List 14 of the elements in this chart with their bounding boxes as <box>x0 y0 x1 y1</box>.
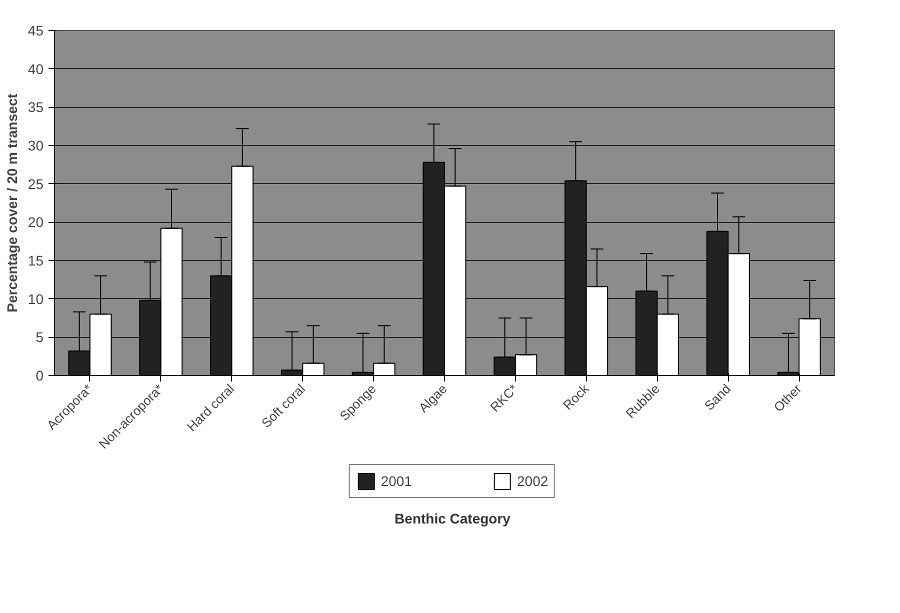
y-tick-label: 15 <box>28 252 44 268</box>
y-tick-label: 35 <box>28 99 44 116</box>
y-tick-label: 30 <box>28 138 44 154</box>
legend-label: 2001 <box>380 473 412 489</box>
y-tick-label: 10 <box>28 290 44 307</box>
y-axis-title: Percentage cover / 20 m transect <box>4 93 20 312</box>
y-tick-label: 40 <box>28 60 44 77</box>
y-tick-label: 25 <box>28 176 44 192</box>
legend-label: 2002 <box>517 473 548 489</box>
x-axis-title: Benthic Category <box>394 510 511 526</box>
y-tick-label: 5 <box>36 329 44 346</box>
y-tick-label: 0 <box>36 368 44 384</box>
y-tick-label: 20 <box>28 214 44 230</box>
y-tick-label: 45 <box>28 22 44 38</box>
